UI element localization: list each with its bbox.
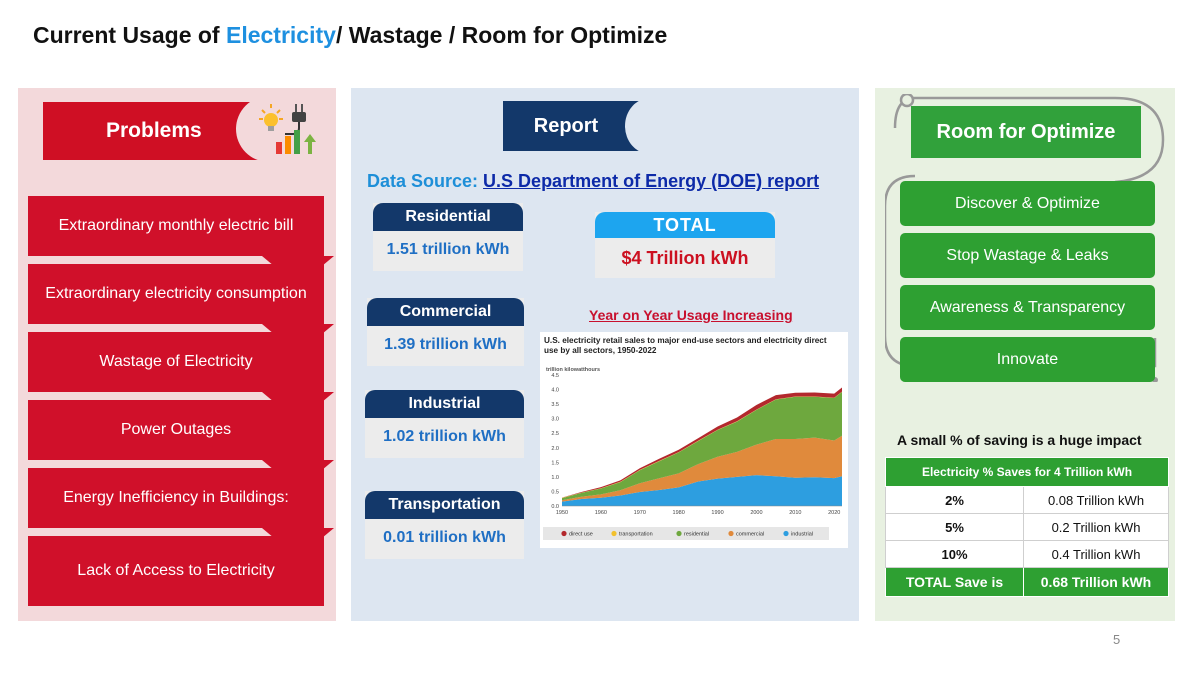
lightbulb-plug-icon bbox=[258, 102, 318, 156]
chart-ytick-label: 3.5 bbox=[551, 402, 559, 408]
innovate-button[interactable]: Innovate bbox=[900, 337, 1155, 382]
usage-chart: U.S. electricity retail sales to major e… bbox=[540, 332, 848, 548]
sector-value: 0.01 trillion kWh bbox=[383, 529, 506, 546]
chart-area-residential bbox=[562, 391, 842, 501]
report-header: Report bbox=[503, 101, 643, 151]
chart-ytick-label: 4.5 bbox=[551, 373, 559, 379]
chart-ytick-label: 1.5 bbox=[551, 460, 559, 466]
savings-pct: 10% bbox=[885, 540, 1024, 568]
problem-item: Extraordinary monthly electric bill bbox=[28, 196, 324, 256]
sector-value: 1.02 trillion kWh bbox=[383, 428, 506, 445]
awareness-button[interactable]: Awareness & Transparency bbox=[900, 285, 1155, 330]
legend-label: commercial bbox=[736, 532, 764, 538]
chart-ytick-label: 1.0 bbox=[551, 475, 559, 481]
sector-name: Commercial bbox=[367, 298, 524, 326]
chart-xtick-label: 1990 bbox=[711, 510, 723, 516]
problem-item: Extraordinary electricity consumption bbox=[28, 264, 324, 324]
savings-total-value: 0.68 Trillion kWh bbox=[1023, 567, 1169, 597]
savings-pct: 2% bbox=[885, 486, 1024, 514]
sector-card-commercial: Commercial 1.39 trillion kWh bbox=[367, 298, 524, 366]
table-row: 2% 0.08 Trillion kWh bbox=[885, 486, 1169, 514]
sector-name: Residential bbox=[373, 203, 523, 231]
chart-ylabel: trillion kilowatthours bbox=[546, 367, 600, 373]
chart-xtick-label: 2000 bbox=[750, 510, 762, 516]
table-row: 10% 0.4 Trillion kWh bbox=[885, 540, 1169, 568]
total-card: TOTAL $4 Trillion kWh bbox=[595, 212, 775, 278]
legend-swatch bbox=[783, 530, 789, 537]
legend-swatch bbox=[611, 530, 617, 537]
table-row: 5% 0.2 Trillion kWh bbox=[885, 513, 1169, 541]
chart-ytick-label: 2.0 bbox=[551, 446, 559, 452]
chart-xtick-label: 2010 bbox=[789, 510, 801, 516]
sector-name: Transportation bbox=[365, 491, 524, 519]
impact-label: A small % of saving is a huge impact bbox=[897, 432, 1142, 448]
problem-item: Energy Inefficiency in Buildings: bbox=[28, 468, 324, 528]
discover-optimize-button[interactable]: Discover & Optimize bbox=[900, 181, 1155, 226]
slide-title: Current Usage of Electricity/ Wastage / … bbox=[33, 22, 667, 49]
total-label: TOTAL bbox=[595, 212, 775, 238]
chart-xtick-label: 1970 bbox=[634, 510, 646, 516]
report-panel: Report Data Source: U.S Department of En… bbox=[351, 88, 859, 621]
sector-value: 1.51 trillion kWh bbox=[386, 241, 510, 258]
data-source-link[interactable]: U.S Department of Energy (DOE) report bbox=[483, 171, 820, 191]
report-header-notch bbox=[625, 98, 675, 154]
legend-swatch bbox=[676, 530, 682, 537]
title-suffix: / Wastage / Room for Optimize bbox=[335, 22, 668, 48]
problem-item: Lack of Access to Electricity bbox=[28, 536, 324, 606]
chart-xtick-label: 1950 bbox=[556, 510, 568, 516]
problem-item: Power Outages bbox=[28, 400, 324, 460]
title-highlight: Electricity bbox=[225, 22, 336, 48]
table-total-row: TOTAL Save is 0.68 Trillion kWh bbox=[885, 567, 1169, 597]
savings-table: Electricity % Saves for 4 Trillion kWh 2… bbox=[885, 457, 1169, 597]
sector-value: 1.39 trillion kWh bbox=[384, 336, 507, 353]
sector-name: Industrial bbox=[365, 390, 524, 418]
chart-xtick-label: 1960 bbox=[595, 510, 607, 516]
data-source-label: Data Source: bbox=[367, 171, 484, 191]
title-prefix: Current Usage of bbox=[33, 22, 226, 48]
chart-title: U.S. electricity retail sales to major e… bbox=[544, 336, 827, 356]
savings-value: 0.08 Trillion kWh bbox=[1023, 486, 1169, 514]
legend-swatch bbox=[728, 530, 734, 537]
chart-area-commercial bbox=[562, 435, 842, 502]
chart-ytick-label: 3.0 bbox=[551, 417, 559, 423]
sector-card-transportation: Transportation 0.01 trillion kWh bbox=[365, 491, 524, 559]
data-source: Data Source: U.S Department of Energy (D… bbox=[367, 171, 819, 192]
yoy-label: Year on Year Usage Increasing bbox=[589, 307, 793, 323]
stop-wastage-button[interactable]: Stop Wastage & Leaks bbox=[900, 233, 1155, 278]
chart-ytick-label: 4.0 bbox=[551, 388, 559, 394]
legend-swatch bbox=[561, 530, 567, 537]
legend-label: direct use bbox=[569, 532, 593, 538]
chart-ytick-label: 0.5 bbox=[551, 489, 559, 495]
problem-item: Wastage of Electricity bbox=[28, 332, 324, 392]
sector-card-industrial: Industrial 1.02 trillion kWh bbox=[365, 390, 524, 458]
chart-ytick-label: 2.5 bbox=[551, 431, 559, 437]
sector-card-residential: Residential 1.51 trillion kWh bbox=[373, 203, 523, 271]
chart-xtick-label: 1980 bbox=[673, 510, 685, 516]
savings-pct: 5% bbox=[885, 513, 1024, 541]
savings-value: 0.4 Trillion kWh bbox=[1023, 540, 1169, 568]
optimize-header: Room for Optimize bbox=[911, 106, 1141, 158]
problems-panel: Problems Extraordinary monthly electric … bbox=[18, 88, 336, 621]
usage-chart-svg: U.S. electricity retail sales to major e… bbox=[543, 336, 842, 540]
table-header-row: Electricity % Saves for 4 Trillion kWh bbox=[885, 457, 1169, 487]
chart-xtick-label: 2020 bbox=[828, 510, 840, 516]
savings-total-label: TOTAL Save is bbox=[885, 567, 1024, 597]
optimize-panel: Room for Optimize Discover & Optimize St… bbox=[875, 88, 1175, 621]
legend-label: industrial bbox=[791, 532, 813, 538]
chart-legend-bg bbox=[543, 527, 829, 540]
legend-label: transportation bbox=[619, 532, 653, 538]
page-number: 5 bbox=[1113, 632, 1121, 647]
total-value: $4 Trillion kWh bbox=[621, 248, 749, 268]
chart-ytick-label: 0.0 bbox=[551, 504, 559, 510]
legend-label: residential bbox=[684, 532, 709, 538]
table-header: Electricity % Saves for 4 Trillion kWh bbox=[885, 457, 1169, 487]
chart-area-industrial bbox=[562, 475, 842, 506]
savings-value: 0.2 Trillion kWh bbox=[1023, 513, 1169, 541]
